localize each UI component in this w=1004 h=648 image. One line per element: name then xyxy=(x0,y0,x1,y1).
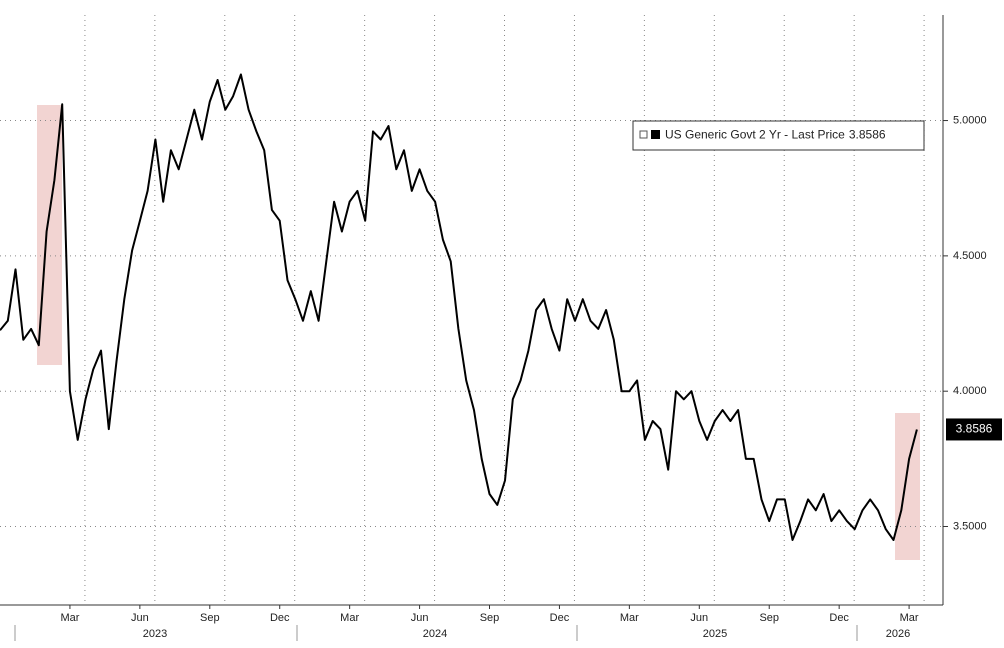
y-tick-label: 4.0000 xyxy=(953,385,987,397)
x-tick-label: Jun xyxy=(131,612,149,624)
y-tick-label: 3.5000 xyxy=(953,520,987,532)
x-tick-label: Dec xyxy=(829,612,849,624)
x-tick-label: Sep xyxy=(480,612,500,624)
highlight-region xyxy=(895,413,920,560)
legend-box xyxy=(632,120,925,151)
x-tick-label: Mar xyxy=(620,612,639,624)
year-label: 2025 xyxy=(703,628,727,640)
x-tick-label: Dec xyxy=(270,612,290,624)
series-line xyxy=(0,73,918,541)
last-price-label: 3.8586 xyxy=(956,422,993,436)
x-tick-label: Sep xyxy=(200,612,220,624)
year-label: 2023 xyxy=(143,628,167,640)
legend-value: 3.8586 xyxy=(849,128,886,142)
legend-icon xyxy=(639,130,648,139)
year-label: 2026 xyxy=(886,628,910,640)
last-price-box xyxy=(946,418,1002,441)
year-label: 2024 xyxy=(423,628,447,640)
legend-text: US Generic Govt 2 Yr - Last Price 3.8586 xyxy=(665,128,886,142)
x-tick-label: Jun xyxy=(690,612,708,624)
x-tick-label: Mar xyxy=(340,612,359,624)
x-tick-label: Dec xyxy=(550,612,570,624)
x-tick-label: Sep xyxy=(759,612,779,624)
legend-name: US Generic Govt 2 Yr - Last Price xyxy=(665,128,845,142)
y-tick-label: 5.0000 xyxy=(953,114,987,126)
x-tick-label: Mar xyxy=(900,612,919,624)
x-tick-label: Mar xyxy=(60,612,79,624)
legend-swatch xyxy=(651,130,660,139)
x-tick-label: Jun xyxy=(411,612,429,624)
y-tick-label: 4.5000 xyxy=(953,250,987,262)
